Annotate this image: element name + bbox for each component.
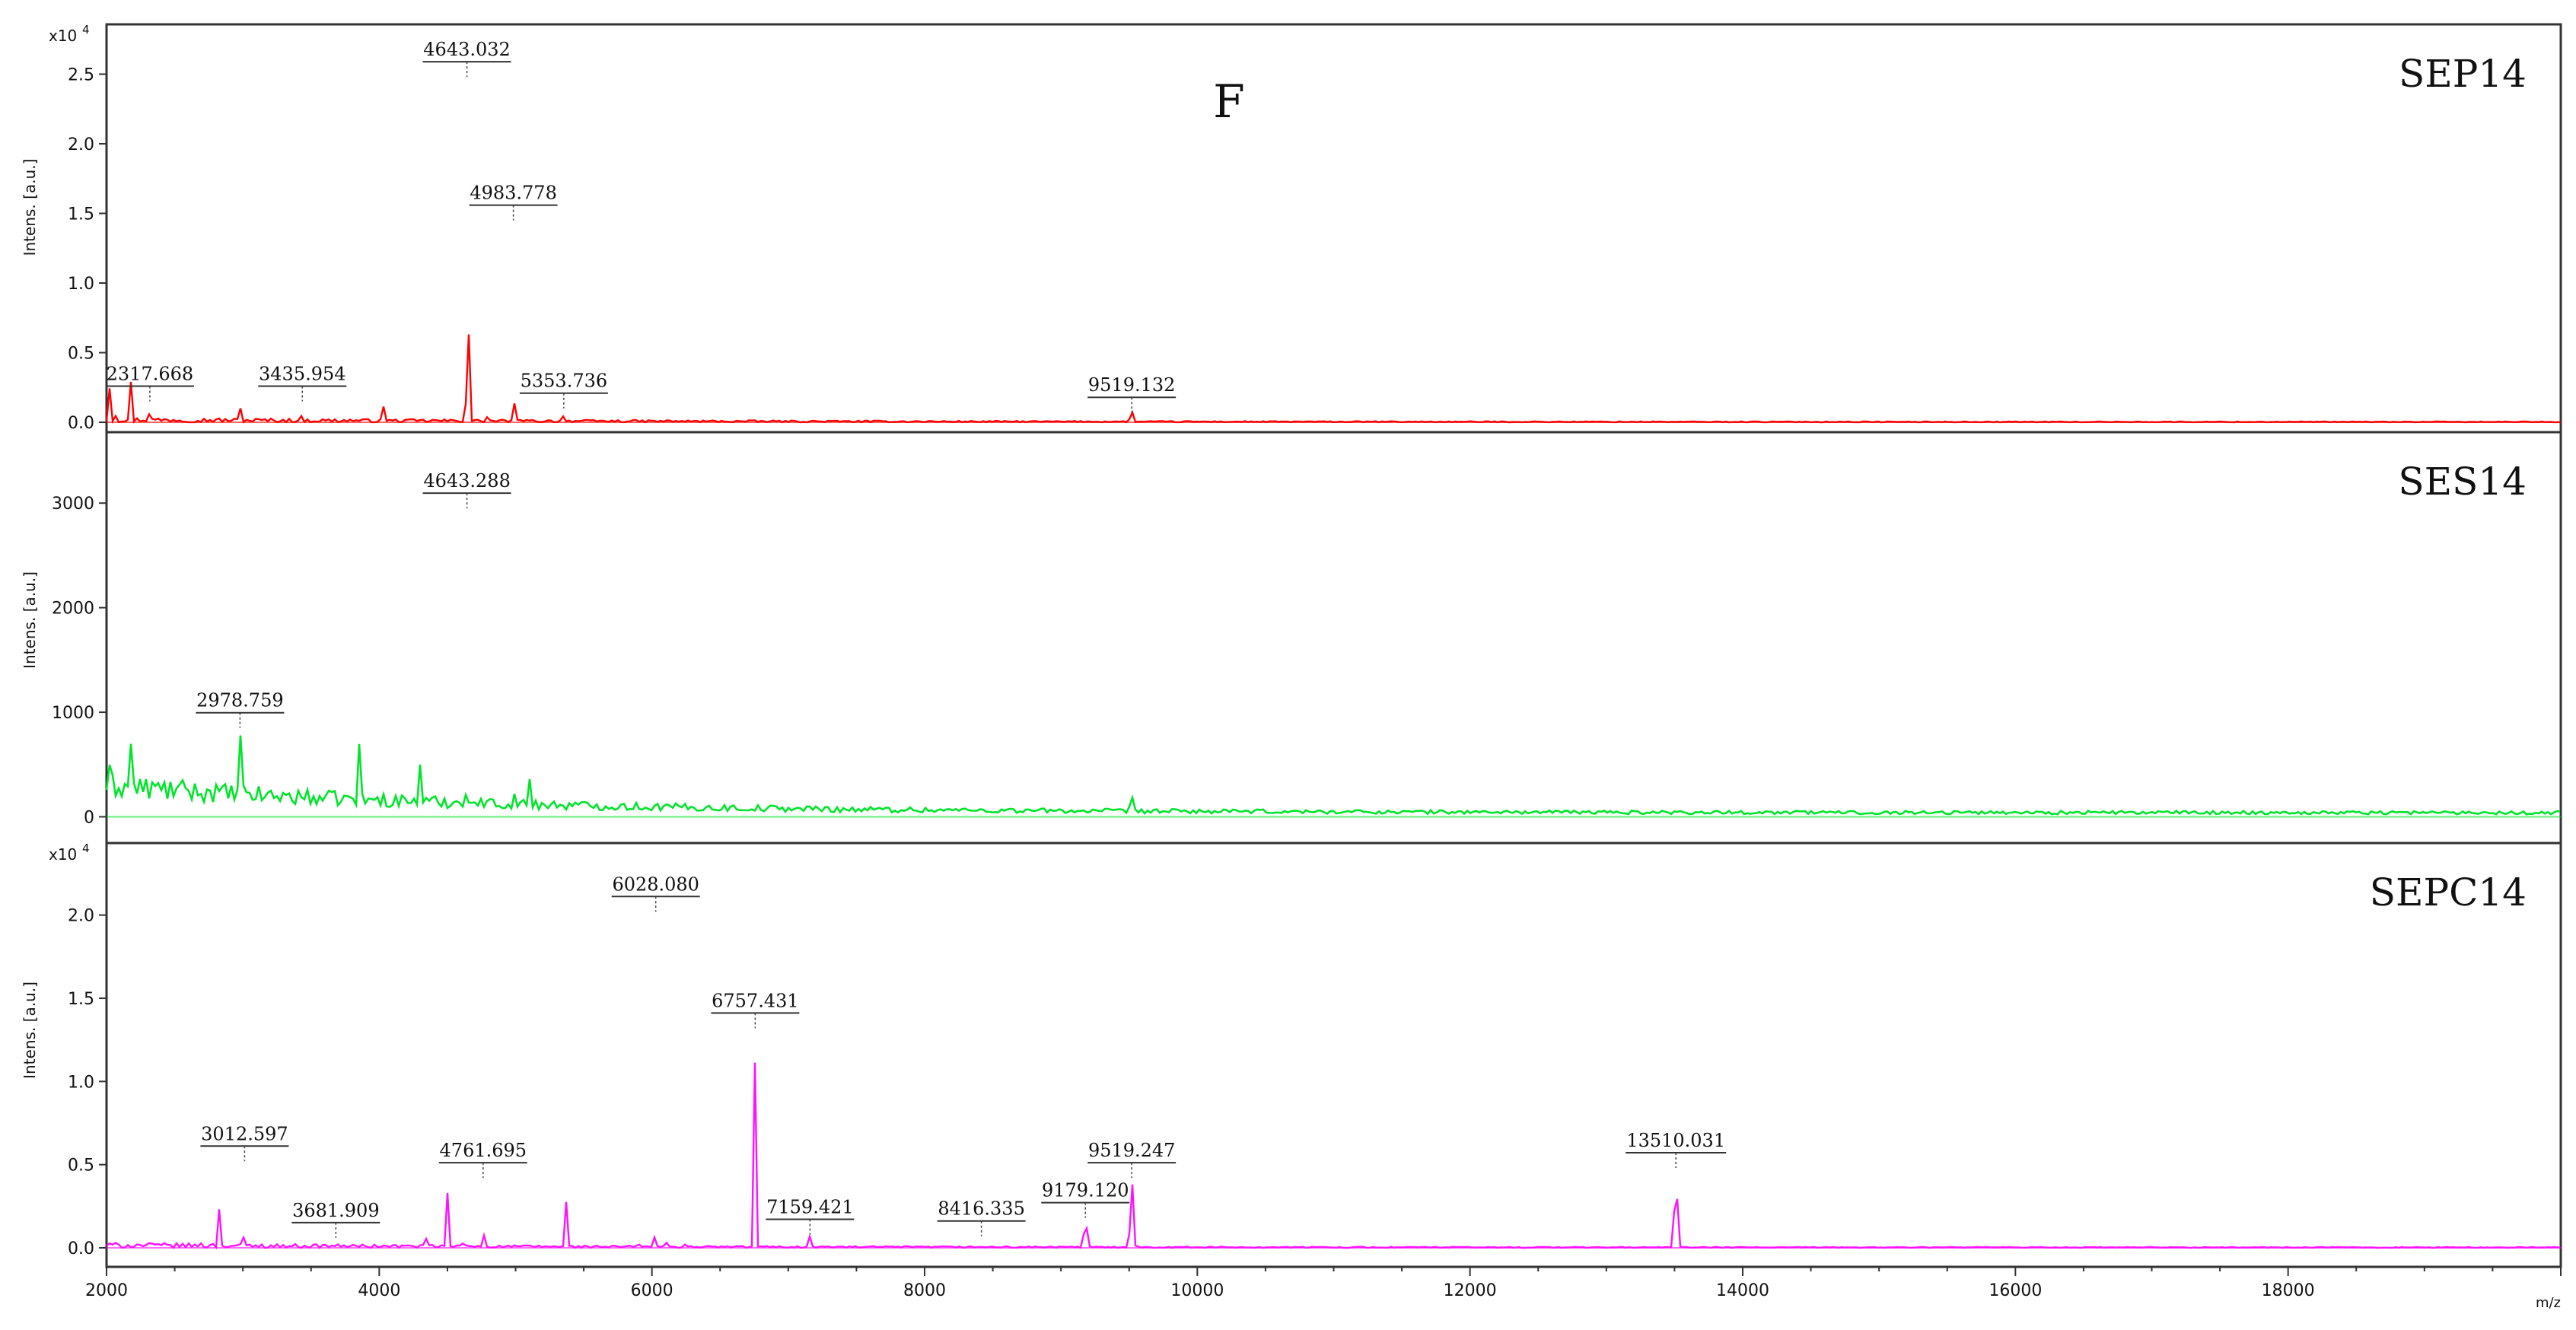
figure-letter: F [1213,75,1245,129]
y-tick-label: 2.0 [68,135,94,154]
x-tick-label: 4000 [358,1281,400,1300]
peak-text: 13510.031 [1626,1130,1725,1151]
y-tick-label: 2000 [52,600,94,619]
peak-text: 8416.335 [938,1198,1025,1220]
peak-label: 2978.759 [196,690,285,728]
y-axis-label: Intens. [a.u.] [21,982,39,1079]
x-tick-label: 16000 [1989,1281,2042,1300]
y-tick-label: 1000 [52,704,94,723]
y-tick-label: 2.5 [68,65,94,84]
y-tick-label: 1.0 [68,275,94,294]
peak-text: 5353.736 [521,371,608,392]
x-axis-unit: m/z [2536,1295,2561,1311]
panel-sepc14: 0.0 0.5 1.0 1.5 2.0 Intens. [a.u.] x10 4 SEPC14 3… [21,842,2562,1268]
y-tick-label: 3000 [52,495,94,514]
peak-label: 7159.421 [766,1197,855,1235]
peak-label: 9179.120 [1041,1180,1130,1218]
panel-name: SEP14 [2399,52,2527,96]
y-tick-label: 1.0 [68,1073,94,1092]
peak-label: 8416.335 [937,1198,1026,1236]
peak-label: 9519.247 [1087,1140,1177,1179]
peak-text: 9519.132 [1088,374,1176,396]
peak-text: 7159.421 [766,1197,854,1218]
panels-group: 0.0 0.5 1.0 1.5 2.0 2.5 Intens. [a.u.] x10 4 SEP1… [21,23,2562,1268]
peak-label: 13510.031 [1626,1130,1727,1169]
y-axis-label: Intens. [a.u.] [21,571,39,669]
spectrum-line [106,1062,2561,1250]
x-tick-label: 14000 [1716,1281,1769,1300]
peak-text: 6757.431 [712,990,799,1011]
panel-name: SEPC14 [2370,870,2527,915]
peak-text: 4761.695 [440,1140,527,1161]
spectrum-line [105,334,2561,425]
peak-label: 3681.909 [291,1200,381,1238]
peak-text: 4983.778 [470,183,557,204]
x-tick-label: 2000 [85,1281,128,1300]
peak-label: 4643.288 [422,470,511,509]
x-tick-label: 10000 [1170,1281,1224,1300]
peak-label: 3012.597 [200,1123,289,1162]
y-tick-label: 0.5 [68,1157,94,1176]
peak-text: 3435.954 [259,364,346,385]
y-axis-label: Intens. [a.u.] [21,159,39,256]
y-tick-label: 0.5 [68,344,94,363]
y-tick-label: 2.0 [68,907,94,926]
x-tick-label: 12000 [1444,1281,1497,1300]
spectrum-line [105,735,2561,816]
peak-text: 2978.759 [196,690,284,711]
peak-text: 6028.080 [612,873,699,895]
peak-text: 2317.668 [107,364,194,385]
peak-text: 4643.288 [423,470,511,492]
peak-label: 6757.431 [711,990,800,1029]
x-tick-label: 18000 [2262,1281,2315,1300]
y-multiplier-exponent: 4 [82,842,90,855]
x-tick-label: 6000 [631,1281,673,1300]
peak-label: 6028.080 [611,873,700,912]
y-multiplier-exponent: 4 [82,23,90,37]
peak-text: 3012.597 [201,1123,288,1144]
peak-label: 4761.695 [438,1140,527,1179]
y-tick-label: 0.0 [68,414,94,433]
peak-label: 4983.778 [469,183,558,221]
peak-label: 4643.032 [422,39,511,78]
peak-label: 3435.954 [258,364,347,402]
x-axis: 2000 4000 6000 8000 10000 12000 14000 16000 1800… [85,1267,2562,1300]
y-multiplier: x10 [49,27,77,45]
peak-text: 3681.909 [292,1200,380,1221]
y-tick-label: 0 [84,809,94,828]
peak-text: 4643.032 [423,39,511,60]
peak-label: 9519.132 [1087,374,1177,413]
peak-label: 5353.736 [519,371,608,409]
y-multiplier: x10 [49,845,77,864]
peak-text: 9519.247 [1088,1140,1176,1161]
y-tick-label: 1.5 [68,990,94,1009]
panel-name: SES14 [2398,460,2527,504]
peak-text: 9179.120 [1042,1180,1129,1201]
peak-label: 2317.668 [105,364,194,402]
y-tick-label: 1.5 [68,205,94,224]
y-tick-label: 0.0 [68,1239,94,1258]
x-tick-label: 8000 [903,1281,946,1300]
